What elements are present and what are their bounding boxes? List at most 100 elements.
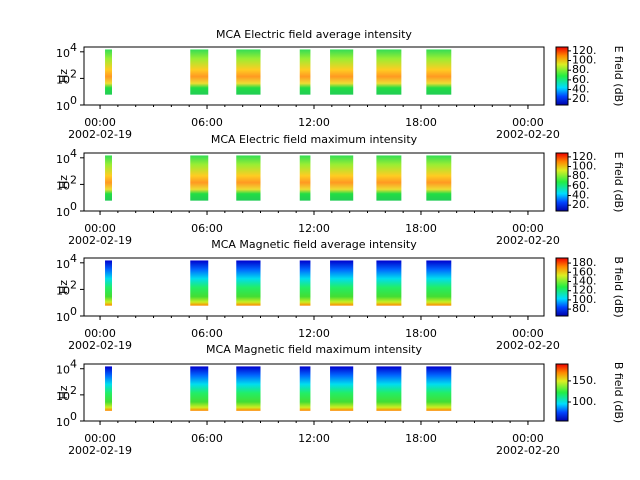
colorbar-tick-label: 160.: [572, 265, 597, 278]
spectrogram-block: [299, 155, 311, 201]
spectrogram-block: [376, 49, 402, 95]
colorbar-tick-label: 60.: [572, 179, 590, 192]
colorbar-label: E field (dB): [612, 152, 625, 213]
spectrogram-block: [330, 155, 354, 201]
spectrogram-block: [426, 366, 452, 411]
y-tick-base: 10: [56, 153, 70, 166]
spectrogram-block: [376, 155, 402, 201]
colorbar-tick-label: 80.: [572, 302, 590, 315]
y-axis-label: Hz: [57, 385, 70, 399]
y-tick-label: 10: [56, 311, 70, 324]
colorbar-tick-label: 40.: [572, 83, 590, 96]
colorbar: [555, 152, 569, 212]
spectrogram-block: [426, 260, 452, 306]
y-tick-label: 10: [56, 416, 70, 429]
colorbar-tick-label: 100.: [572, 293, 597, 306]
colorbar-label: B field (dB): [612, 256, 625, 317]
y-tick-label: 10: [56, 153, 70, 166]
colorbar-tick-label: 150.: [572, 374, 597, 387]
spectrogram-block: [299, 49, 311, 95]
y-tick-base: 10: [56, 47, 70, 60]
spectrogram-block: [426, 155, 452, 201]
spectrogram-block: [376, 260, 402, 306]
colorbar-tick-label: 80.: [572, 63, 590, 76]
axes-frame: [83, 257, 545, 317]
date-label: 2002-02-19: [68, 339, 132, 352]
y-tick-base: 10: [56, 284, 70, 297]
spectrogram-block: [190, 260, 209, 306]
colorbar-tick-label: 60.: [572, 73, 590, 86]
x-tick-label: 06:00: [191, 116, 223, 129]
spectrogram-block: [105, 49, 112, 95]
y-tick-exponent: 2: [70, 67, 77, 80]
colorbar-tick-label: 140.: [572, 274, 597, 287]
y-tick-exponent: 0: [70, 200, 77, 213]
y-tick-label: 10: [56, 100, 70, 113]
colorbar-tick-label: 20.: [572, 198, 590, 211]
colorbar-tick-label: 120.: [572, 150, 597, 163]
spectrogram-block: [376, 366, 402, 411]
spectrogram-block: [190, 49, 209, 95]
colorbar-tick-label: 20.: [572, 92, 590, 105]
x-tick-label: 06:00: [191, 327, 223, 340]
y-tick-label: 10: [56, 179, 70, 192]
spectrogram-block: [330, 260, 354, 306]
y-tick-label: 10: [56, 258, 70, 271]
spectrogram-block: [236, 155, 261, 201]
spectrogram-block: [426, 49, 452, 95]
colorbar-label: B field (dB): [612, 362, 625, 423]
y-tick-base: 10: [56, 364, 70, 377]
x-tick-label: 18:00: [405, 432, 437, 445]
colorbar: [555, 46, 569, 106]
y-tick-exponent: 0: [70, 305, 77, 318]
date-label: 2002-02-20: [496, 128, 560, 141]
spectrogram-block: [236, 49, 261, 95]
spectrogram-block: [105, 155, 112, 201]
y-tick-label: 10: [56, 73, 70, 86]
spectrogram-block: [236, 260, 261, 306]
spectrogram-block: [105, 260, 112, 306]
y-tick-exponent: 2: [70, 278, 77, 291]
spectrogram-block: [330, 366, 354, 411]
colorbar-tick-label: 40.: [572, 189, 590, 202]
x-tick-label: 00:00: [84, 327, 116, 340]
date-label: 2002-02-20: [496, 339, 560, 352]
y-tick-base: 10: [56, 206, 70, 219]
colorbar-tick-label: 100.: [572, 395, 597, 408]
axes-frame: [83, 363, 545, 422]
y-tick-base: 10: [56, 258, 70, 271]
panel-title: MCA Electric field maximum intensity: [211, 133, 418, 146]
x-tick-label: 12:00: [298, 432, 330, 445]
x-tick-label: 00:00: [512, 222, 544, 235]
panel-title: MCA Magnetic field maximum intensity: [206, 343, 422, 356]
colorbar: [555, 257, 569, 317]
colorbar-tick-label: 100.: [572, 160, 597, 173]
x-tick-label: 12:00: [298, 222, 330, 235]
x-tick-label: 00:00: [84, 222, 116, 235]
y-tick-exponent: 4: [70, 147, 77, 160]
axes-frame: [83, 152, 545, 212]
y-tick-exponent: 2: [70, 384, 77, 397]
date-label: 2002-02-19: [68, 234, 132, 247]
colorbar-tick-label: 80.: [572, 169, 590, 182]
y-tick-label: 10: [56, 390, 70, 403]
spectrogram-block: [299, 260, 311, 306]
x-tick-label: 12:00: [298, 116, 330, 129]
colorbar-tick-label: 100.: [572, 54, 597, 67]
panel-title: MCA Magnetic field average intensity: [211, 238, 417, 251]
y-tick-exponent: 2: [70, 173, 77, 186]
spectrogram-block: [330, 49, 354, 95]
x-tick-label: 06:00: [191, 222, 223, 235]
x-tick-label: 18:00: [405, 222, 437, 235]
y-tick-exponent: 4: [70, 358, 77, 371]
y-tick-base: 10: [56, 416, 70, 429]
y-tick-exponent: 0: [70, 410, 77, 423]
x-tick-label: 00:00: [512, 327, 544, 340]
colorbar-tick-label: 120.: [572, 44, 597, 57]
y-tick-exponent: 0: [70, 94, 77, 107]
colorbar: [555, 363, 569, 422]
date-label: 2002-02-19: [68, 128, 132, 141]
colorbar-tick-label: 120.: [572, 284, 597, 297]
x-tick-label: 18:00: [405, 116, 437, 129]
